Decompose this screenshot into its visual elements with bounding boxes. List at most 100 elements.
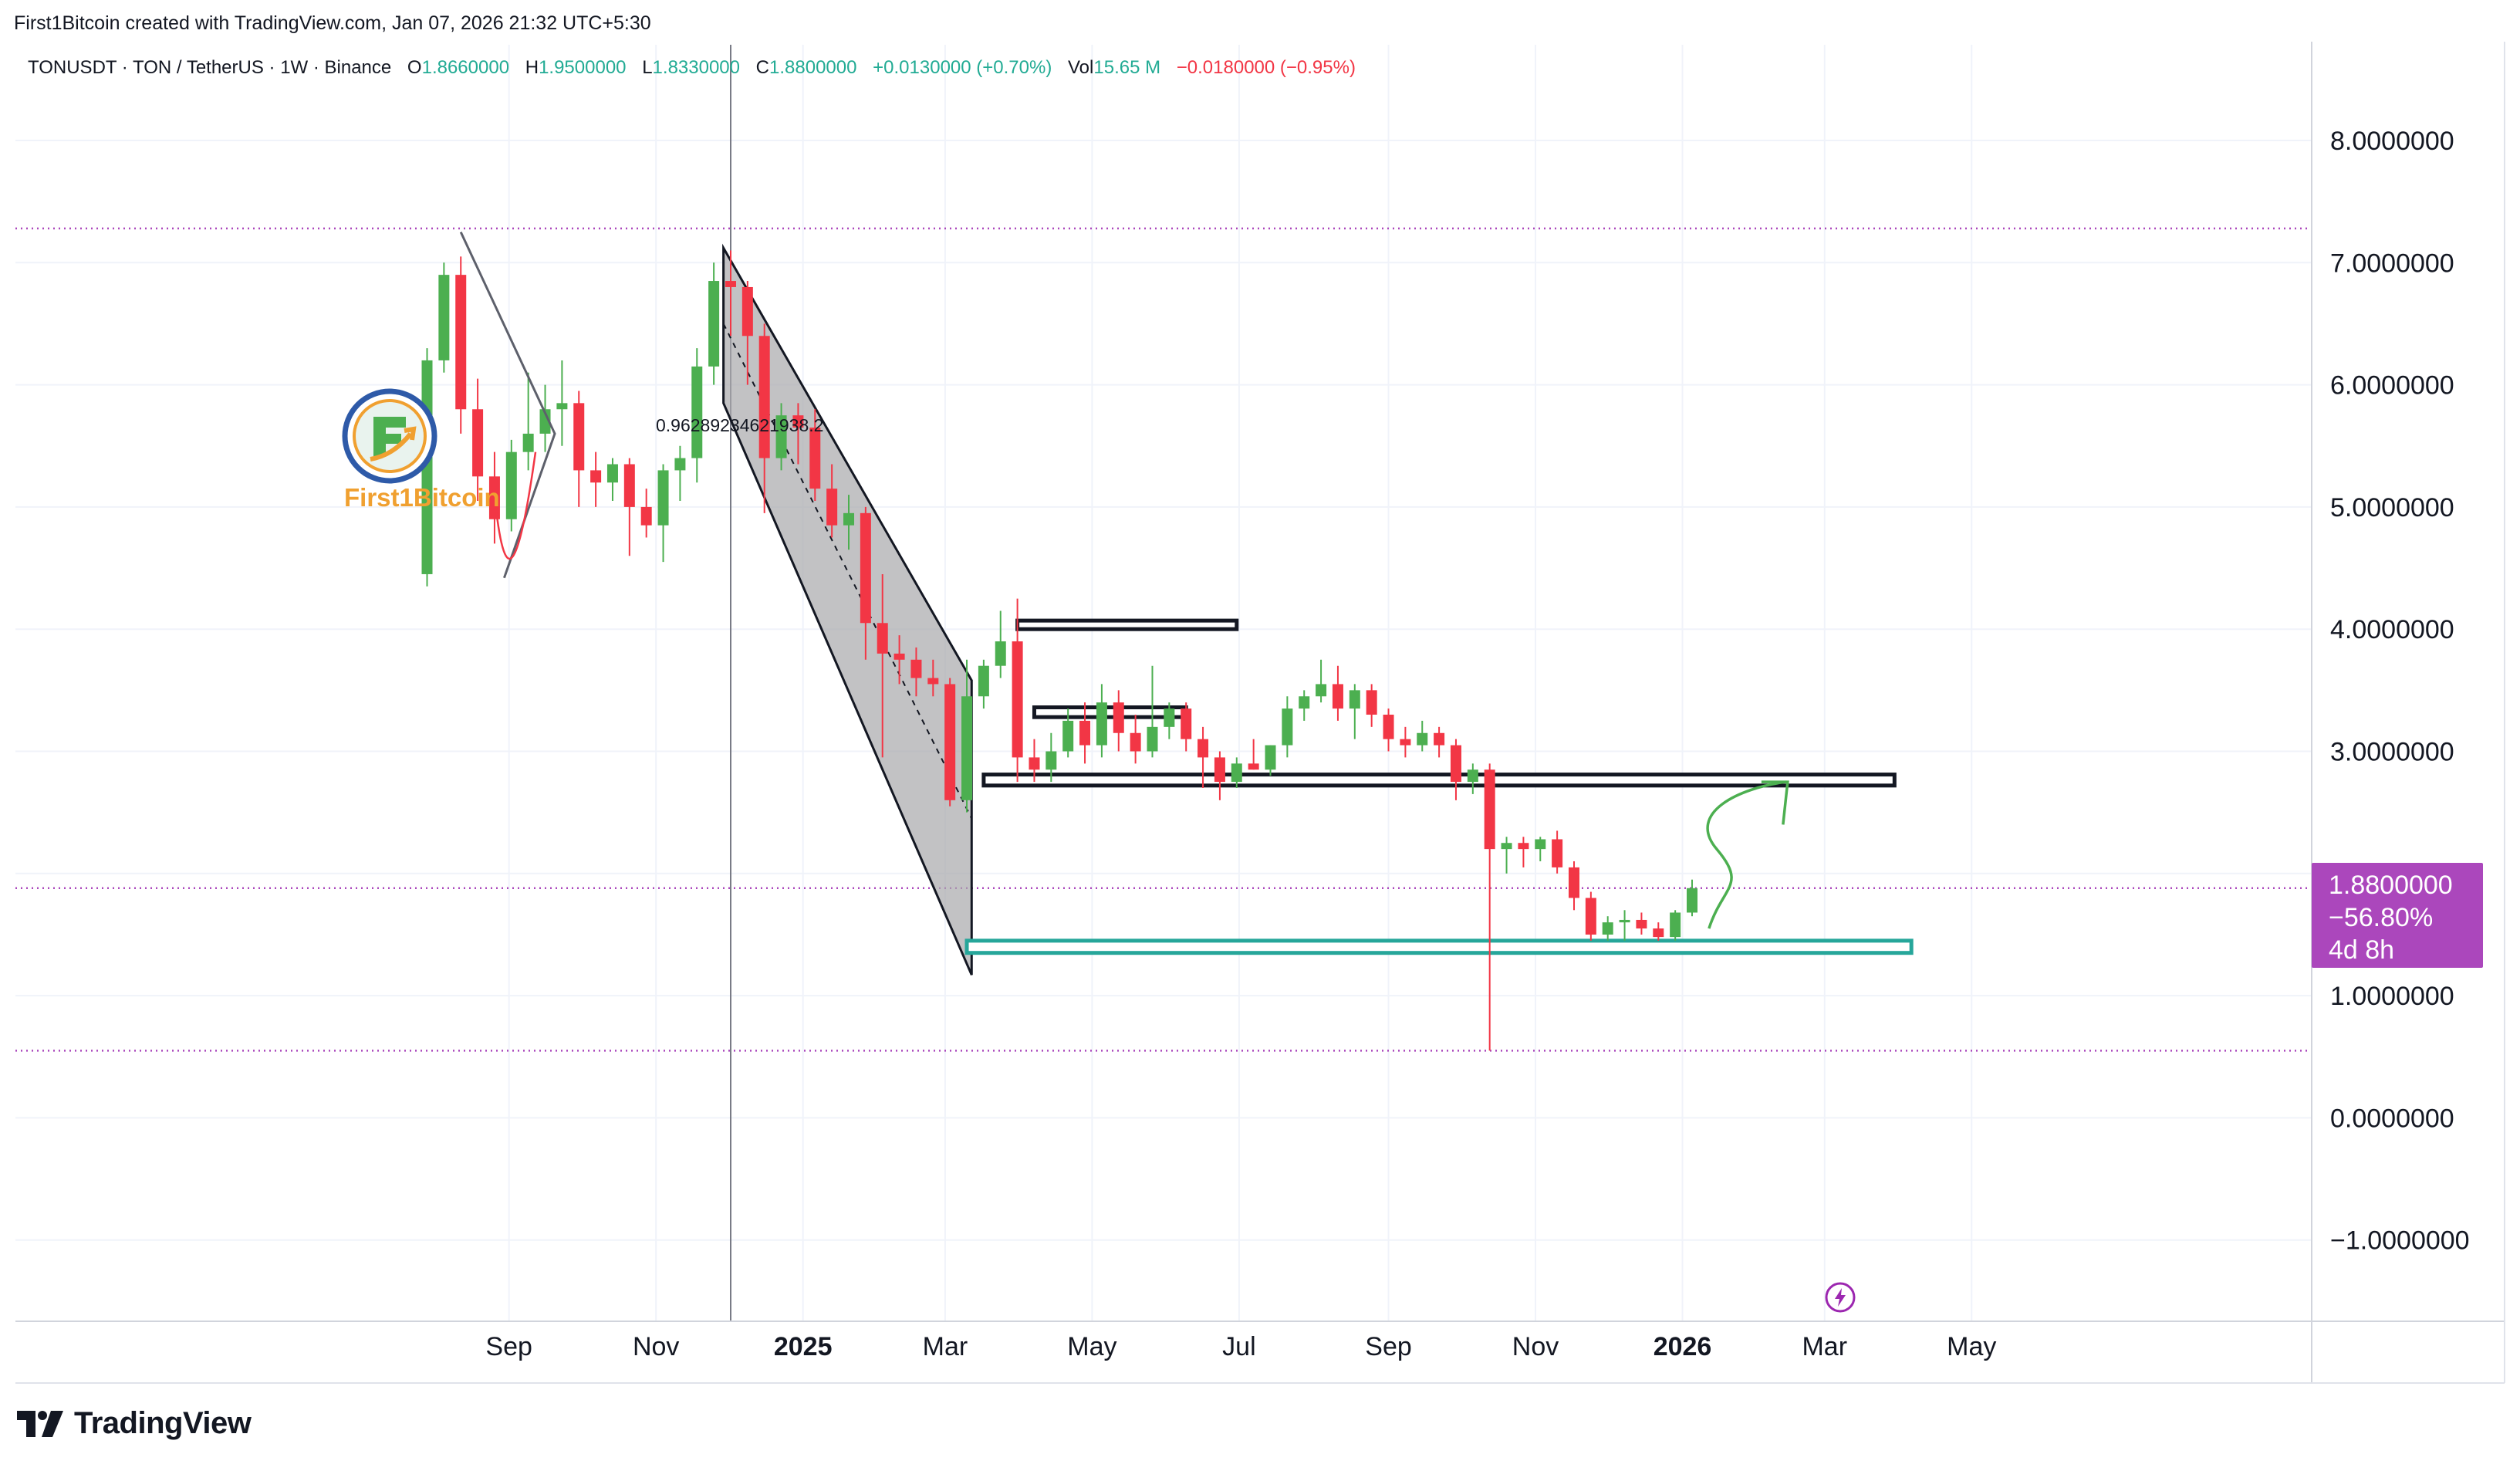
legend-h-label: H <box>525 57 539 78</box>
time-tick-label: Jul <box>1222 1332 1255 1361</box>
candle-body <box>1619 919 1630 923</box>
candle-body <box>472 409 484 477</box>
time-tick-label: Nov <box>633 1332 679 1361</box>
horizontal-lines <box>15 45 2312 1321</box>
candle-body <box>1045 751 1057 770</box>
zone-support-zone <box>964 938 1914 955</box>
badge-price: 1.8800000 <box>2329 871 2453 900</box>
candle-body <box>590 470 602 483</box>
candle-body <box>438 275 450 360</box>
candle-body <box>725 281 736 287</box>
candle-body <box>606 464 618 483</box>
candle-body <box>1467 769 1478 783</box>
candle-body <box>1012 641 1023 758</box>
candle-body <box>792 415 804 428</box>
candle-body <box>1434 732 1445 746</box>
candle-body <box>539 409 551 434</box>
candle-body <box>1349 690 1360 709</box>
arrow-head-icon <box>1761 780 1789 825</box>
candle-body <box>708 281 720 367</box>
time-tick-label: 2026 <box>1654 1332 1712 1361</box>
credit-text: First1Bitcoin created with TradingView.c… <box>14 12 651 34</box>
candle-body <box>1484 769 1495 850</box>
candle-body <box>1265 745 1276 770</box>
candle-body <box>944 684 956 800</box>
tradingview-logo-text: TradingView <box>74 1406 252 1440</box>
candle-body <box>877 623 888 654</box>
candle-body <box>961 696 973 800</box>
candle-body <box>1231 763 1242 783</box>
candle-body <box>1130 732 1141 752</box>
legend-symbol: TONUSDT · TON / TetherUS · 1W · Binance <box>28 57 392 78</box>
candle-body <box>1417 732 1428 746</box>
zones <box>964 618 1914 955</box>
candle-body <box>1147 726 1158 752</box>
zone-resistance-upper <box>1015 618 1239 631</box>
candle-body <box>1248 763 1259 770</box>
legend-vol-label: Vol <box>1068 57 1094 78</box>
candle-body <box>1568 867 1579 898</box>
legend-l-label: L <box>642 57 653 78</box>
candle-body <box>910 659 922 678</box>
candle-body <box>522 433 534 452</box>
price-badge: 1.8800000 −56.80% 4d 8h <box>2312 863 2483 968</box>
candle-body <box>1029 757 1040 770</box>
candle-body <box>1535 839 1546 850</box>
price-tick-label: 5.0000000 <box>2330 493 2454 522</box>
price-tick-label: 6.0000000 <box>2330 371 2454 401</box>
candle-body <box>843 512 855 526</box>
first1bitcoin-logo-icon <box>339 386 440 490</box>
time-tick-label: Mar <box>1802 1332 1847 1361</box>
candle-body <box>1366 690 1377 715</box>
candle-body <box>1316 684 1327 697</box>
legend-vol-change: −0.0180000 (−0.95%) <box>1176 57 1356 78</box>
triangle-drawing <box>459 232 556 579</box>
badge-percent: −56.80% <box>2329 903 2434 932</box>
candles <box>421 250 1698 1051</box>
price-tick-label: 4.0000000 <box>2330 615 2454 644</box>
red-curve-drawing <box>493 451 537 560</box>
candle-body <box>775 415 787 458</box>
candle-body <box>1282 708 1293 746</box>
time-tick-label: Mar <box>923 1332 968 1361</box>
candle-body <box>623 464 635 507</box>
time-tick-label: 2025 <box>774 1332 833 1361</box>
price-tick-label: 0.0000000 <box>2330 1104 2454 1133</box>
candle-body <box>1383 715 1394 739</box>
price-tick-label: 8.0000000 <box>2330 127 2454 156</box>
candle-body <box>1181 708 1192 739</box>
tradingview-logo[interactable]: TradingView <box>17 1406 252 1441</box>
candle-body <box>1653 928 1664 938</box>
axes: 8.0000000 7.0000000 6.0000000 5.0000000 4.00… <box>15 42 2505 1384</box>
candle-body <box>1299 696 1310 709</box>
price-tick-label: 7.0000000 <box>2330 249 2454 278</box>
candle-body <box>1400 739 1411 746</box>
candle-body <box>758 336 770 458</box>
time-tick-label: May <box>1067 1332 1116 1361</box>
candle-body <box>691 366 703 458</box>
lightning-icon[interactable] <box>1824 1281 1856 1314</box>
candle-body <box>1113 702 1124 733</box>
candle-body <box>1164 708 1175 727</box>
tradingview-logo-icon <box>17 1410 63 1437</box>
price-tick-label: 3.0000000 <box>2330 738 2454 767</box>
green-arrow-drawing <box>1706 780 1787 929</box>
candle-body <box>505 451 517 519</box>
candle-body <box>1096 702 1107 746</box>
candle-body <box>1602 922 1613 935</box>
candle-body <box>573 403 585 471</box>
candle-body <box>1062 720 1074 752</box>
candle-body <box>860 512 871 624</box>
ohlc-legend: TONUSDT · TON / TetherUS · 1W · Binance … <box>28 57 1356 79</box>
candle-body <box>1552 839 1563 867</box>
candle-body <box>556 403 568 410</box>
candle-body <box>455 275 467 410</box>
candle-body <box>978 665 989 697</box>
time-tick-label: Sep <box>485 1332 532 1361</box>
legend-l-value: 1.8330000 <box>652 57 740 78</box>
candle-body <box>1214 757 1225 783</box>
zone-resistance-mid <box>1032 705 1188 719</box>
grid <box>15 45 2312 1321</box>
time-tick-label: May <box>1947 1332 1996 1361</box>
